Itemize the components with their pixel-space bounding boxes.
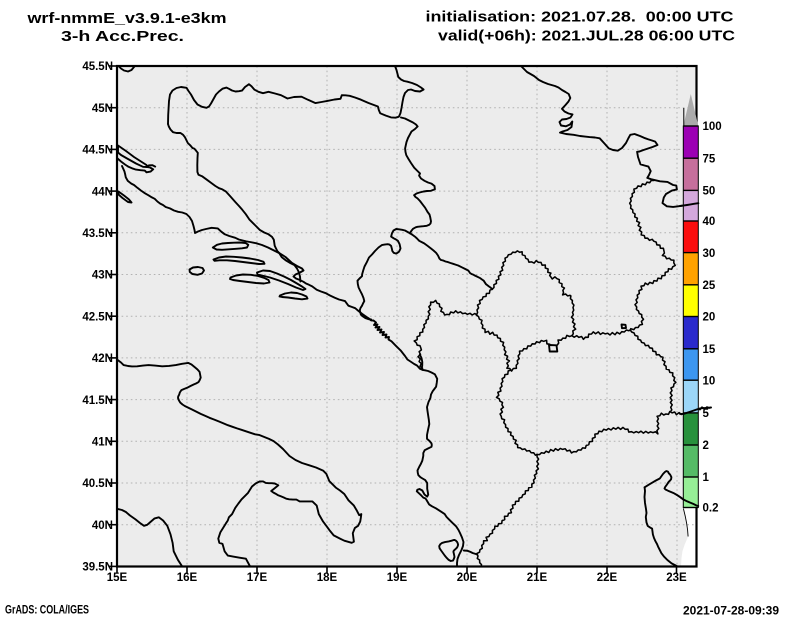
svg-text:GrADS: COLA/IGES: GrADS: COLA/IGES: [5, 605, 89, 617]
svg-text:20: 20: [703, 312, 716, 324]
svg-text:41N: 41N: [92, 437, 113, 449]
svg-text:43.5N: 43.5N: [82, 228, 113, 240]
svg-text:20E: 20E: [457, 572, 478, 584]
svg-text:40N: 40N: [92, 520, 113, 532]
svg-text:initialisation: 2021.07.28. 0: initialisation: 2021.07.28. 00:00 UTC: [426, 10, 735, 26]
svg-text:21E: 21E: [527, 572, 548, 584]
svg-text:17E: 17E: [247, 572, 268, 584]
svg-text:0.2: 0.2: [703, 503, 719, 515]
svg-text:45.5N: 45.5N: [82, 61, 113, 73]
svg-text:15: 15: [703, 344, 716, 356]
svg-text:30: 30: [703, 248, 716, 260]
svg-text:42.5N: 42.5N: [82, 311, 113, 323]
svg-text:16E: 16E: [177, 572, 198, 584]
svg-text:5: 5: [703, 408, 710, 420]
svg-text:2021-07-28-09:39: 2021-07-28-09:39: [683, 606, 779, 618]
svg-text:1: 1: [703, 472, 710, 484]
svg-text:100: 100: [703, 121, 722, 133]
svg-text:valid(+06h): 2021.JUL.28 06:00: valid(+06h): 2021.JUL.28 06:00 UTC: [438, 29, 736, 45]
svg-text:42N: 42N: [92, 353, 113, 365]
svg-text:2: 2: [703, 440, 709, 452]
svg-text:wrf-nmmE_v3.9.1-e3km: wrf-nmmE_v3.9.1-e3km: [26, 10, 226, 27]
svg-text:10: 10: [703, 375, 716, 387]
svg-text:25: 25: [703, 280, 716, 292]
svg-text:3-h Acc.Prec.: 3-h Acc.Prec.: [61, 28, 184, 45]
svg-text:41.5N: 41.5N: [82, 395, 113, 407]
svg-text:45N: 45N: [92, 103, 113, 115]
svg-text:19E: 19E: [387, 572, 408, 584]
svg-text:50: 50: [703, 186, 716, 198]
svg-text:15E: 15E: [107, 572, 128, 584]
svg-text:44.5N: 44.5N: [82, 145, 113, 157]
svg-text:44N: 44N: [92, 186, 113, 198]
svg-text:39.5N: 39.5N: [82, 562, 113, 574]
svg-text:22E: 22E: [597, 572, 618, 584]
svg-text:43N: 43N: [92, 270, 113, 282]
svg-text:18E: 18E: [317, 572, 338, 584]
svg-text:23E: 23E: [666, 572, 687, 584]
svg-text:75: 75: [703, 153, 716, 165]
svg-text:40: 40: [703, 216, 716, 228]
svg-text:40.5N: 40.5N: [82, 478, 113, 490]
